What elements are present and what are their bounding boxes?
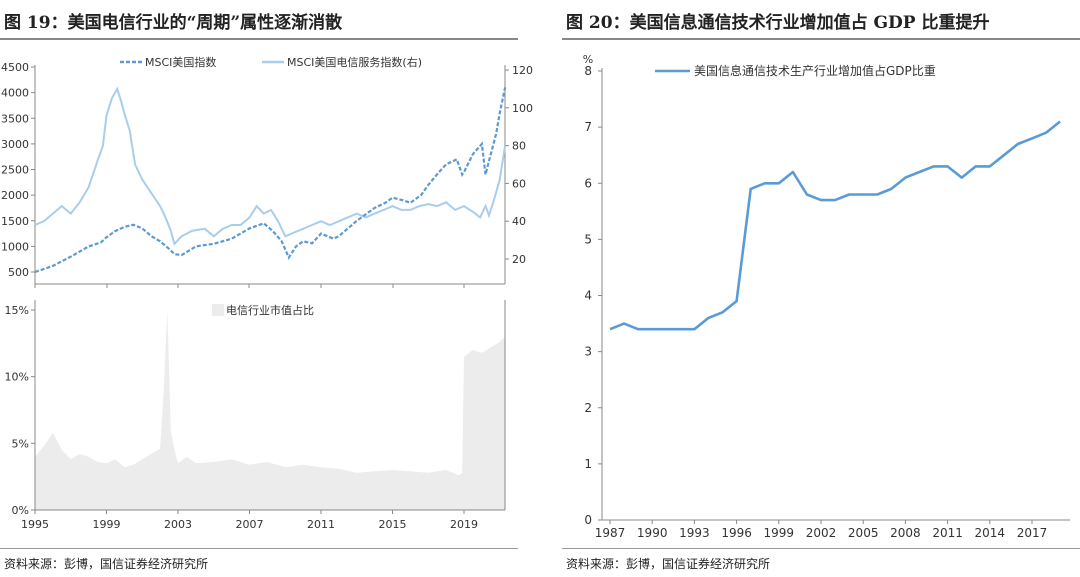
top-left-y-tick-label: 2000 [1,189,29,202]
right-x-tick-label: 1987 [595,526,626,540]
right-y-tick-label: 8 [584,64,592,78]
top-left-right-y-tick-label: 60 [512,177,526,190]
right-y-unit-label: % [583,53,593,66]
left-chart-title: 图 19：美国电信行业的“周期”属性逐渐消散 [4,13,343,33]
top-left-y-tick-label: 3500 [1,112,29,125]
left-source-rule [0,548,518,549]
bottom-left-x-tick-label: 1995 [21,518,49,531]
series-msci-us-line [34,87,507,274]
right-y-tick-label: 0 [584,513,592,527]
right-x-tick-label: 1996 [721,526,752,540]
left-title-rule [0,38,518,40]
bottom-left-x-tick-label: 2019 [450,518,478,531]
bottom-left-y-tick-label: 5% [12,437,29,450]
right-x-tick-label: 2002 [806,526,837,540]
right-x-tick-label: 2017 [1017,526,1048,540]
right-x-tick-label: 2008 [890,526,921,540]
legend-label-msci-telecom: MSCI美国电信服务指数(右) [287,55,422,69]
bottom-left-x-tick-label: 2003 [164,518,192,531]
right-y-tick-label: 2 [584,401,592,415]
top-left-y-tick-label: 3000 [1,138,29,151]
legend-label-msci-us: MSCI美国指数 [145,55,216,69]
right-y-tick-label: 4 [584,289,592,303]
right-source-rule [562,548,1080,549]
legend-label-telecom-weight: 电信行业市值占比 [226,303,314,317]
top-left-y-tick-label: 1500 [1,215,29,228]
legend-label-ict-share: 美国信息通信技术生产行业增加值占GDP比重 [694,63,936,78]
series-ict-share-line [609,120,1061,331]
top-left-y-tick-label: 1000 [1,240,29,253]
right-x-tick-label: 2011 [932,526,963,540]
top-left-right-y-tick-label: 100 [512,102,533,115]
top-left-y-tick-label: 2500 [1,164,29,177]
bottom-left-y-tick-label: 0% [12,504,29,517]
bottom-left-y-tick-label: 10% [5,371,29,384]
bottom-left-x-tick-label: 2015 [379,518,407,531]
series-telecom-weight-area [35,310,506,510]
right-x-tick-label: 1990 [637,526,668,540]
top-left-y-tick-label: 500 [8,266,29,279]
right-y-tick-label: 3 [584,345,592,359]
right-source-note: 资料来源：彭博，国信证券经济研究所 [566,557,771,571]
right-title-rule [562,38,1080,40]
right-x-tick-label: 1993 [679,526,710,540]
right-x-tick-label: 2014 [975,526,1006,540]
right-y-tick-label: 6 [584,176,592,190]
right-chart-title: 图 20：美国信息通信技术行业增加值占 GDP 比重提升 [566,13,990,33]
bottom-left-x-tick-label: 2011 [307,518,335,531]
series-msci-us-telecom-line [34,86,507,246]
top-left-right-y-tick-label: 120 [512,64,533,77]
left-source-note: 资料来源：彭博，国信证券经济研究所 [4,557,209,571]
bottom-left-x-tick-label: 1999 [93,518,121,531]
top-left-right-y-tick-label: 40 [512,215,526,228]
right-y-tick-label: 1 [584,457,592,471]
right-y-tick-label: 7 [584,120,592,134]
legend-swatch-telecom-weight [212,304,224,316]
bottom-left-y-tick-label: 15% [5,304,29,317]
right-y-tick-label: 5 [584,232,592,246]
top-left-y-tick-label: 4500 [1,61,29,74]
top-left-y-tick-label: 4000 [1,87,29,100]
right-x-tick-label: 1999 [764,526,795,540]
right-x-tick-label: 2005 [848,526,879,540]
top-left-right-y-tick-label: 80 [512,140,526,153]
bottom-left-x-tick-label: 2007 [236,518,264,531]
top-left-right-y-tick-label: 20 [512,253,526,266]
